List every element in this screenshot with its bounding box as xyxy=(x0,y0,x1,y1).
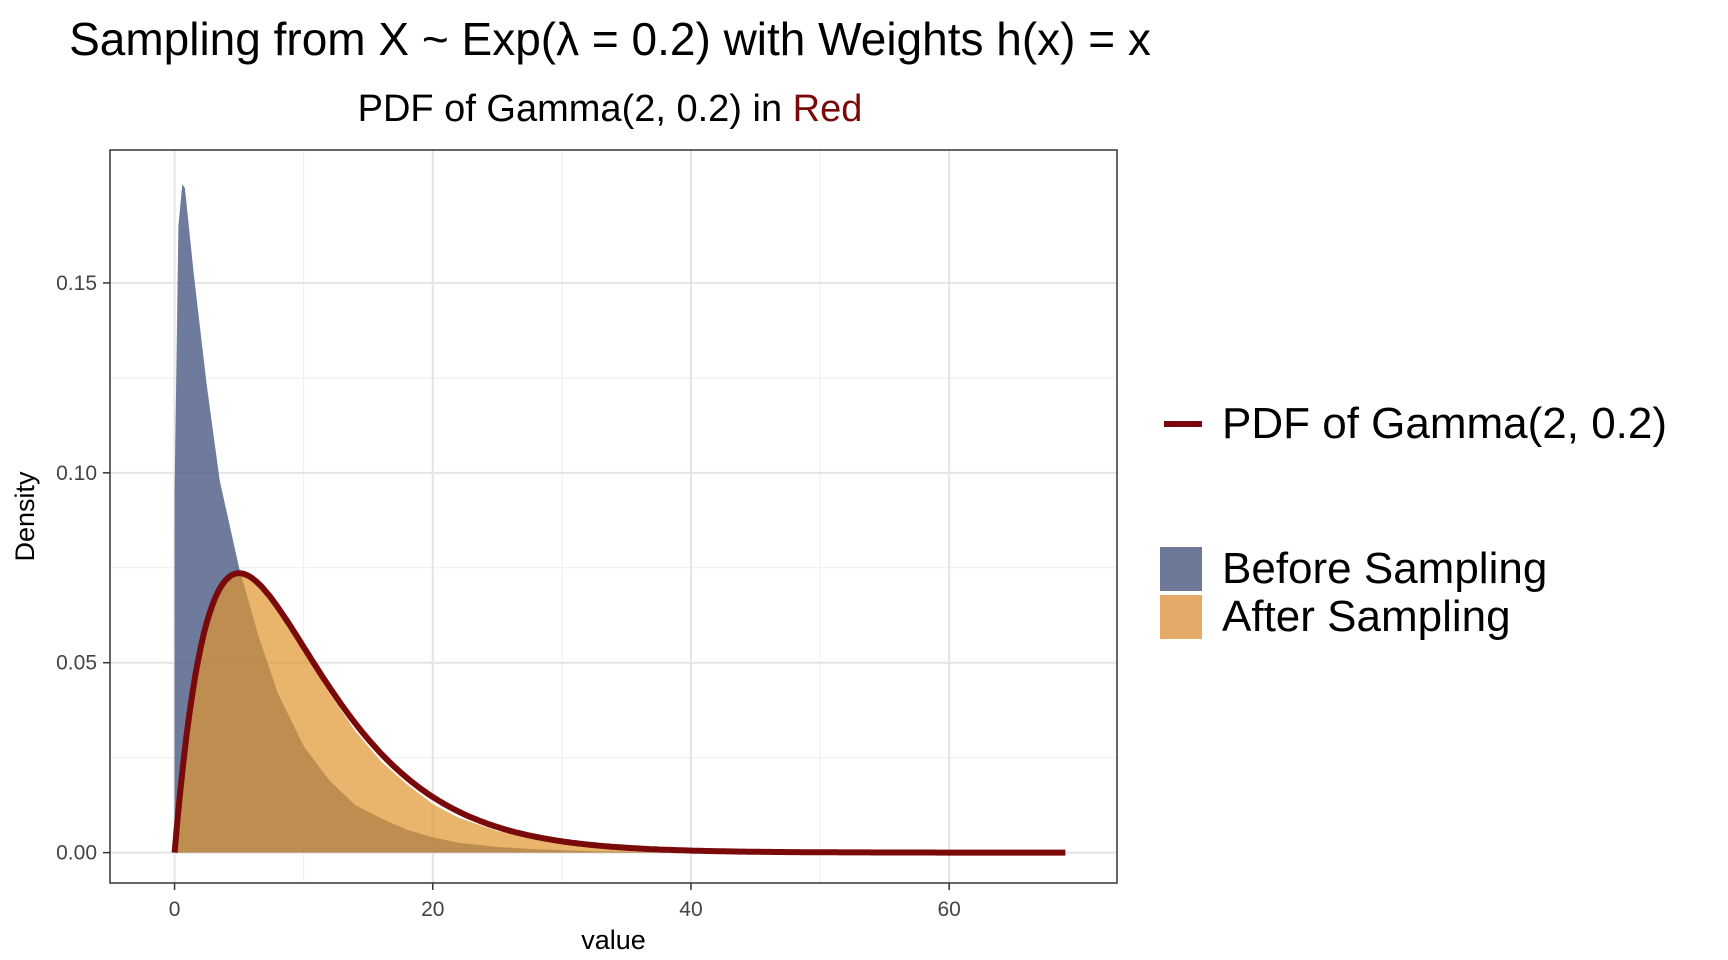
y-tick-label: 0.15 xyxy=(56,272,97,295)
y-tick-label: 0.10 xyxy=(56,462,97,485)
legend-line-key xyxy=(1164,421,1202,427)
x-axis-title: value xyxy=(581,925,646,955)
legend-label-gamma-pdf: PDF of Gamma(2, 0.2) xyxy=(1222,399,1668,448)
x-tick-label: 0 xyxy=(169,898,181,921)
legend-key-before-sampling xyxy=(1160,547,1202,591)
area-after-sampling xyxy=(174,573,821,853)
x-tick-label: 60 xyxy=(937,898,960,921)
legend-label-after-sampling: After Sampling xyxy=(1222,592,1511,641)
legend-label-before-sampling: Before Sampling xyxy=(1222,544,1548,593)
y-tick-label: 0.00 xyxy=(56,842,97,865)
y-axis-title: Density xyxy=(10,471,40,562)
legend-key-after-sampling xyxy=(1160,595,1202,639)
chart-title: Sampling from X ~ Exp(λ = 0.2) with Weig… xyxy=(69,13,1151,65)
plot-border xyxy=(109,149,1118,884)
line-gamma-pdf xyxy=(171,570,1066,856)
y-tick-label: 0.05 xyxy=(56,652,97,675)
chart-subtitle: PDF of Gamma(2, 0.2) in Red xyxy=(0,88,1220,131)
x-tick-label: 40 xyxy=(679,898,702,921)
subtitle-text: PDF of Gamma(2, 0.2) in xyxy=(357,88,793,130)
x-tick-label: 20 xyxy=(421,898,444,921)
subtitle-red-word: Red xyxy=(792,88,863,130)
